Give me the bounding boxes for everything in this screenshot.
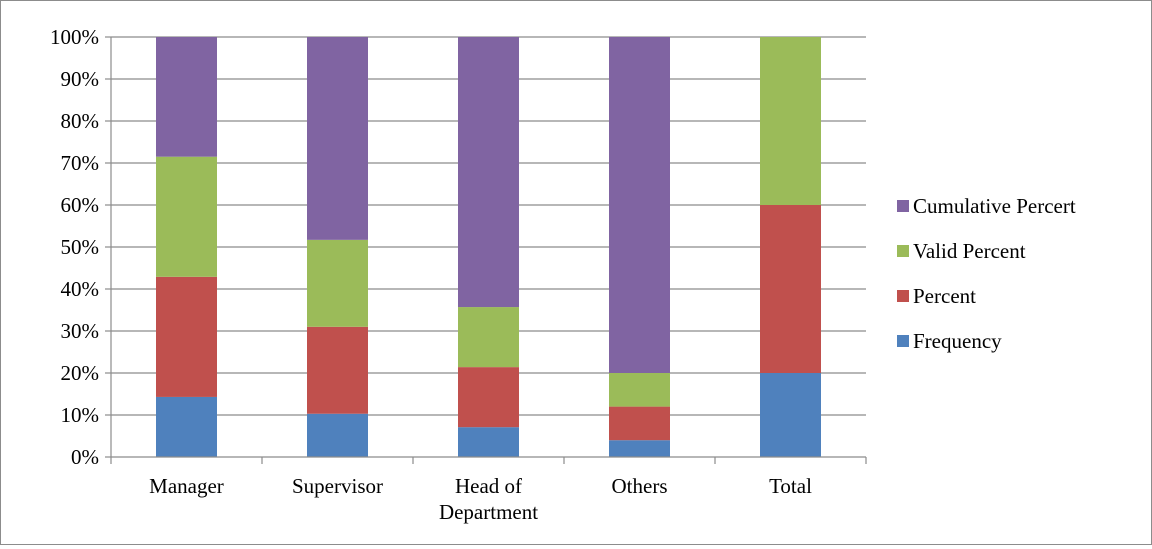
y-tick-label: 10% — [61, 403, 100, 427]
bar-segment-cumulative-percert — [458, 37, 519, 308]
y-tick-label: 70% — [61, 151, 100, 175]
bar-segment-percent — [156, 276, 217, 397]
legend-label: Valid Percent — [913, 239, 1026, 263]
bar-segment-cumulative-percert — [156, 37, 217, 157]
bar-segment-valid-percent — [760, 37, 821, 205]
x-category-label: Supervisor — [292, 474, 383, 498]
bar-segment-cumulative-percert — [609, 37, 670, 373]
x-category-label: Head of Department — [439, 474, 538, 524]
x-category-label: Others — [612, 474, 668, 498]
y-axis-tick-labels: 0% 10% 20% 30% 40% 50% 60% 70% 80% 90% 100% — [50, 25, 99, 469]
bars — [156, 37, 821, 457]
legend: Cumulative Percert Valid Percent Percent Fr… — [897, 194, 1076, 353]
legend-swatch — [897, 335, 909, 347]
y-tick-label: 80% — [61, 109, 100, 133]
legend-label: Frequency — [913, 329, 1002, 353]
y-tick-label: 100% — [50, 25, 99, 49]
bar-segment-frequency — [760, 373, 821, 457]
y-tick-label: 0% — [71, 445, 99, 469]
y-tick-label: 90% — [61, 67, 100, 91]
legend-item-frequency: Frequency — [897, 329, 1002, 353]
legend-label: Percent — [913, 284, 976, 308]
bar-segment-valid-percent — [609, 373, 670, 407]
bar-segment-cumulative-percert — [307, 37, 368, 240]
y-tick-label: 50% — [61, 235, 100, 259]
y-tick-label: 30% — [61, 319, 100, 343]
x-category-label: Manager — [149, 474, 224, 498]
y-tick-label: 20% — [61, 361, 100, 385]
legend-item-percent: Percent — [897, 284, 976, 308]
legend-swatch — [897, 245, 909, 257]
legend-item-cumulative-percert: Cumulative Percert — [897, 194, 1076, 218]
x-category-label: Total — [769, 474, 812, 498]
bar-segment-frequency — [156, 396, 217, 457]
legend-item-valid-percent: Valid Percent — [897, 239, 1026, 263]
y-tick-label: 60% — [61, 193, 100, 217]
bar-segment-percent — [458, 367, 519, 428]
axes — [105, 36, 867, 464]
bar-segment-valid-percent — [307, 239, 368, 327]
y-tick-label: 40% — [61, 277, 100, 301]
x-axis-category-labels: Manager Supervisor Head of Department Others… — [149, 474, 812, 524]
bar-segment-percent — [609, 406, 670, 441]
legend-swatch — [897, 290, 909, 302]
bar-segment-valid-percent — [156, 156, 217, 277]
legend-label: Cumulative Percert — [913, 194, 1076, 218]
bar-segment-frequency — [307, 413, 368, 457]
bar-segment-frequency — [609, 440, 670, 457]
bar-segment-percent — [760, 205, 821, 373]
legend-swatch — [897, 200, 909, 212]
bar-segment-percent — [307, 326, 368, 414]
bar-segment-valid-percent — [458, 307, 519, 368]
bar-segment-frequency — [458, 427, 519, 457]
